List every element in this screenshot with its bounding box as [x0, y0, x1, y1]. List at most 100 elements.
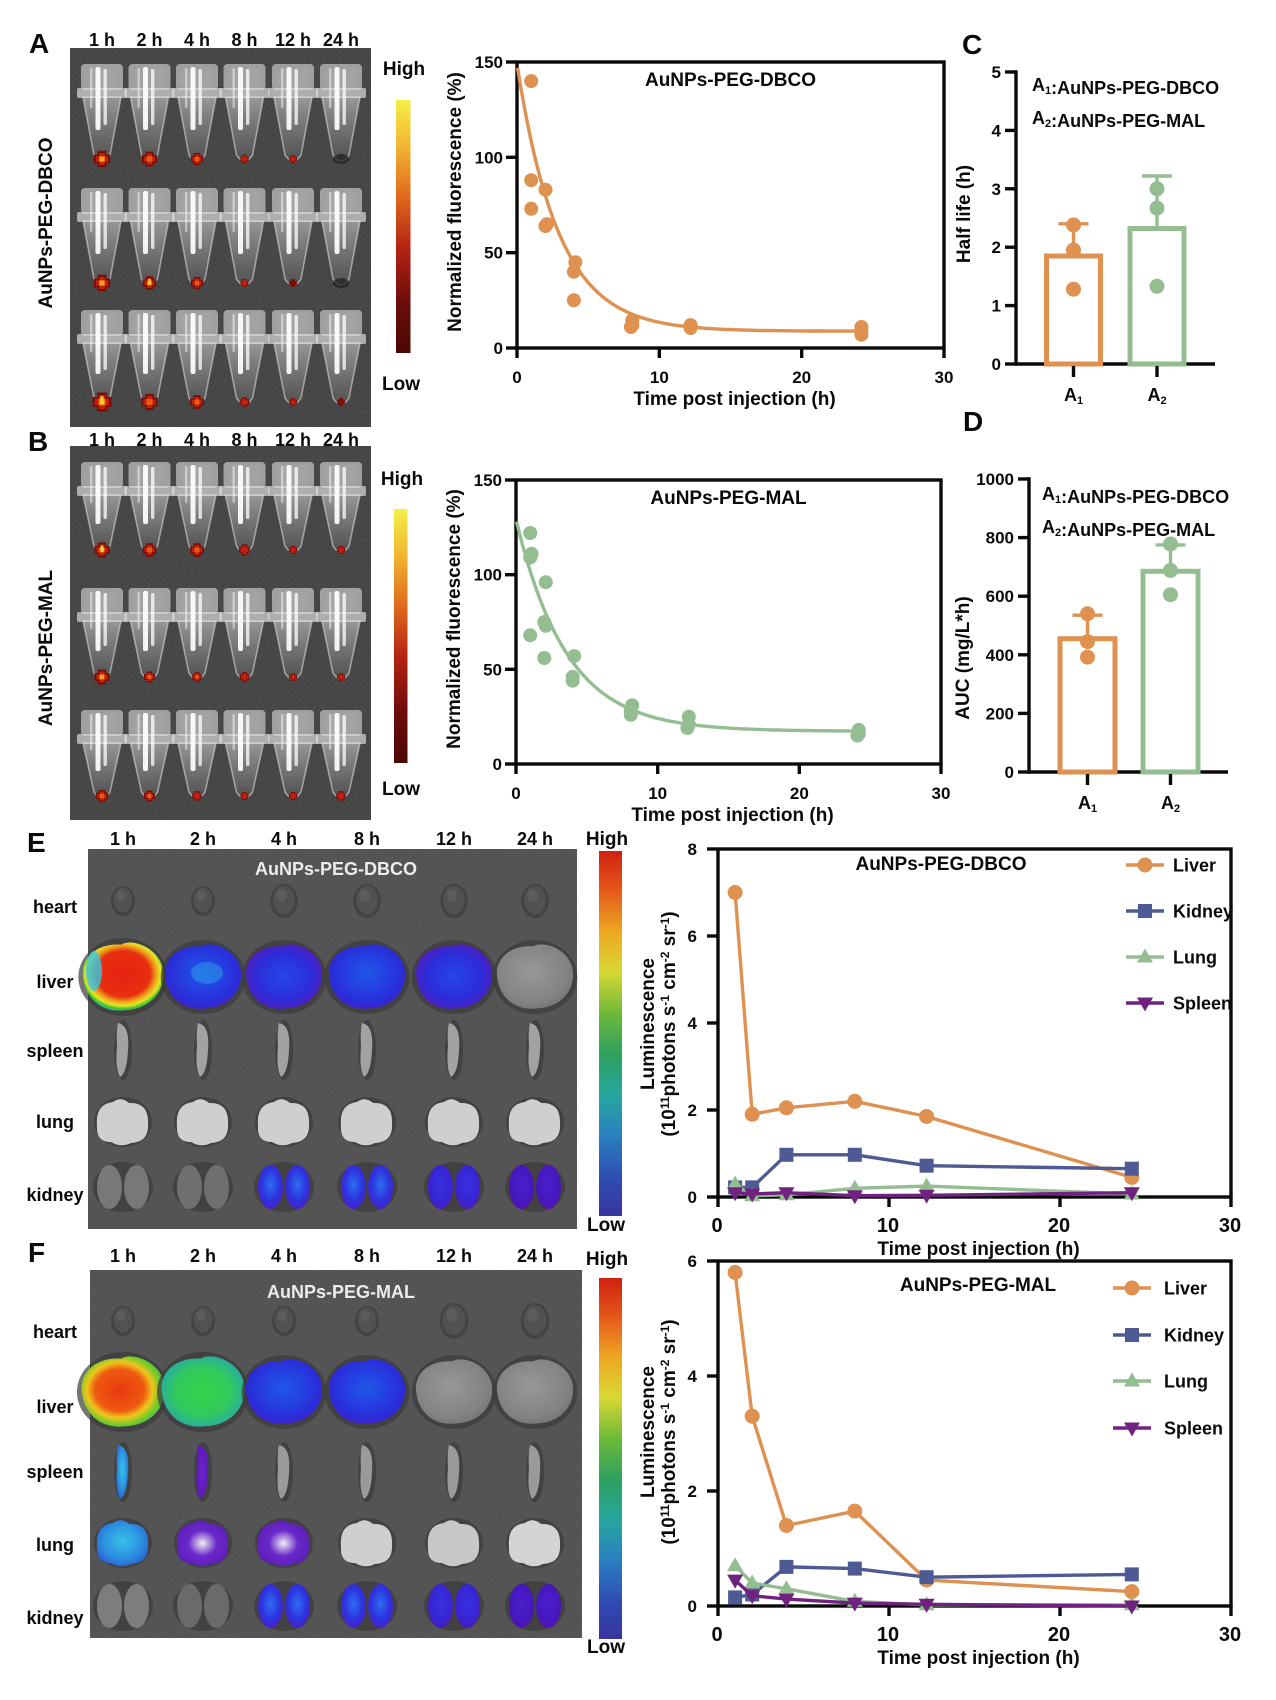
svg-text:10: 10	[648, 784, 667, 803]
svg-text:A1: A1	[1078, 793, 1097, 815]
svg-text:1000: 1000	[976, 470, 1014, 489]
svg-text:0: 0	[512, 368, 521, 387]
svg-text:A1:AuNPs-PEG-DBCO: A1:AuNPs-PEG-DBCO	[1042, 484, 1229, 507]
svg-text:12 h: 12 h	[275, 30, 311, 50]
svg-text:lung: lung	[36, 1112, 74, 1132]
svg-text:12 h: 12 h	[436, 1246, 472, 1266]
svg-text:2 h: 2 h	[190, 1246, 216, 1266]
svg-text:2 h: 2 h	[136, 30, 162, 50]
svg-text:Time post injection (h): Time post injection (h)	[877, 1648, 1079, 1669]
svg-text:20: 20	[790, 784, 809, 803]
svg-text:24 h: 24 h	[517, 829, 553, 849]
svg-text:AuNPs-PEG-MAL: AuNPs-PEG-MAL	[900, 1275, 1057, 1296]
svg-text:D: D	[963, 406, 983, 437]
svg-text:A1: A1	[1064, 385, 1083, 407]
svg-text:A2:AuNPs-PEG-MAL: A2:AuNPs-PEG-MAL	[1032, 108, 1205, 131]
svg-text:20: 20	[1048, 1215, 1070, 1237]
svg-text:2: 2	[688, 1482, 697, 1501]
svg-text:6: 6	[688, 1252, 697, 1271]
svg-text:20: 20	[792, 368, 811, 387]
svg-text:B: B	[28, 426, 48, 457]
svg-text:2 h: 2 h	[190, 829, 216, 849]
svg-text:0: 0	[688, 1597, 697, 1616]
svg-text:12 h: 12 h	[436, 829, 472, 849]
svg-text:AuNPs-PEG-MAL: AuNPs-PEG-MAL	[267, 1282, 415, 1302]
svg-text:0: 0	[511, 784, 520, 803]
svg-text:0: 0	[688, 1188, 697, 1207]
svg-text:1: 1	[992, 297, 1001, 316]
svg-text:0: 0	[711, 1624, 722, 1646]
svg-text:Half life (h): Half life (h)	[954, 165, 975, 263]
svg-text:1 h: 1 h	[110, 829, 136, 849]
svg-text:10: 10	[877, 1215, 899, 1237]
svg-text:(1011photons s-1 cm-2 sr-1): (1011photons s-1 cm-2 sr-1)	[658, 1319, 680, 1544]
svg-text:2 h: 2 h	[136, 430, 162, 450]
svg-text:kidney: kidney	[26, 1185, 83, 1205]
svg-text:AuNPs-PEG-MAL: AuNPs-PEG-MAL	[36, 570, 57, 727]
svg-text:8 h: 8 h	[231, 30, 257, 50]
svg-text:4 h: 4 h	[184, 430, 210, 450]
svg-text:spleen: spleen	[26, 1462, 83, 1482]
svg-text:0: 0	[992, 355, 1001, 374]
svg-text:50: 50	[483, 660, 502, 679]
svg-text:Low: Low	[587, 1637, 625, 1658]
svg-text:1 h: 1 h	[89, 30, 115, 50]
svg-text:AUC (mg/L*h): AUC (mg/L*h)	[953, 596, 974, 719]
svg-text:4 h: 4 h	[184, 30, 210, 50]
svg-text:Low: Low	[382, 374, 420, 395]
svg-text:10: 10	[650, 368, 669, 387]
svg-text:30: 30	[935, 368, 954, 387]
svg-text:4: 4	[688, 1014, 698, 1033]
svg-text:400: 400	[986, 646, 1014, 665]
svg-text:A2:AuNPs-PEG-MAL: A2:AuNPs-PEG-MAL	[1042, 517, 1215, 540]
svg-text:8 h: 8 h	[354, 829, 380, 849]
svg-text:8 h: 8 h	[354, 1246, 380, 1266]
svg-text:A2: A2	[1147, 385, 1166, 407]
svg-text:100: 100	[475, 148, 503, 167]
svg-text:heart: heart	[33, 897, 77, 917]
svg-text:Lung: Lung	[1173, 948, 1217, 968]
svg-text:6: 6	[688, 927, 697, 946]
svg-text:200: 200	[986, 704, 1014, 723]
svg-text:100: 100	[474, 566, 502, 585]
svg-text:150: 150	[474, 471, 502, 490]
svg-text:50: 50	[484, 244, 503, 263]
svg-text:Liver: Liver	[1164, 1279, 1207, 1299]
svg-text:Low: Low	[587, 1215, 625, 1236]
svg-text:0: 0	[711, 1215, 722, 1237]
svg-text:8 h: 8 h	[231, 430, 257, 450]
svg-text:Lung: Lung	[1164, 1372, 1208, 1392]
svg-text:AuNPs-PEG-MAL: AuNPs-PEG-MAL	[650, 488, 807, 509]
svg-text:High: High	[586, 1249, 628, 1270]
svg-text:3: 3	[992, 180, 1001, 199]
svg-text:4 h: 4 h	[271, 829, 297, 849]
svg-text:spleen: spleen	[26, 1041, 83, 1061]
svg-text:(1011photons s-1 cm-2 sr-1): (1011photons s-1 cm-2 sr-1)	[658, 911, 680, 1136]
svg-text:AuNPs-PEG-DBCO: AuNPs-PEG-DBCO	[855, 854, 1026, 875]
svg-text:A: A	[29, 28, 49, 59]
svg-text:High: High	[383, 59, 425, 80]
svg-text:Time post injection (h): Time post injection (h)	[877, 1239, 1079, 1260]
svg-text:1 h: 1 h	[110, 1246, 136, 1266]
svg-text:AuNPs-PEG-DBCO: AuNPs-PEG-DBCO	[36, 137, 57, 308]
svg-text:High: High	[381, 469, 423, 490]
svg-text:Kidney: Kidney	[1173, 902, 1233, 922]
svg-text:Luminescence: Luminescence	[638, 1366, 659, 1498]
svg-text:Low: Low	[382, 779, 420, 800]
svg-text:5: 5	[992, 63, 1001, 82]
svg-text:8: 8	[688, 840, 697, 859]
svg-text:800: 800	[986, 529, 1014, 548]
svg-text:heart: heart	[33, 1322, 77, 1342]
svg-text:600: 600	[986, 587, 1014, 606]
svg-text:Normalized fluorescence (%): Normalized fluorescence (%)	[445, 72, 466, 332]
svg-text:AuNPs-PEG-DBCO: AuNPs-PEG-DBCO	[645, 70, 816, 91]
svg-text:10: 10	[877, 1624, 899, 1646]
svg-text:AuNPs-PEG-DBCO: AuNPs-PEG-DBCO	[255, 859, 417, 879]
svg-text:Normalized fluorescence (%): Normalized fluorescence (%)	[444, 489, 465, 749]
svg-text:2: 2	[992, 238, 1001, 257]
svg-text:4 h: 4 h	[271, 1246, 297, 1266]
svg-text:20: 20	[1048, 1624, 1070, 1646]
svg-text:0: 0	[493, 755, 502, 774]
svg-text:Kidney: Kidney	[1164, 1326, 1224, 1346]
svg-text:F: F	[28, 1237, 45, 1268]
